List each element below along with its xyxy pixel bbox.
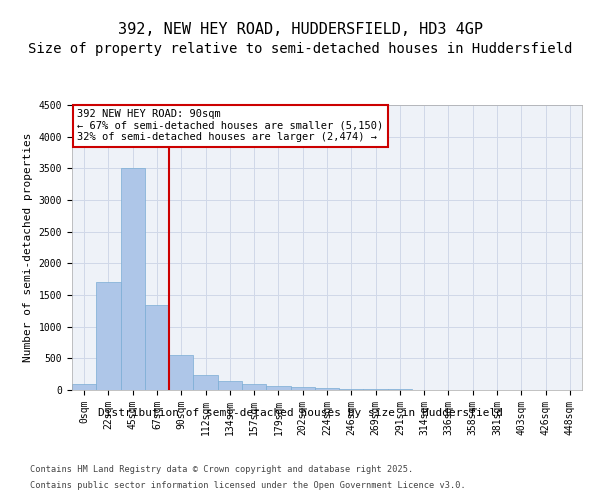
Bar bbox=[145, 304, 169, 390]
Bar bbox=[72, 384, 96, 390]
Bar bbox=[96, 282, 121, 390]
Bar bbox=[315, 388, 339, 390]
Text: Size of property relative to semi-detached houses in Huddersfield: Size of property relative to semi-detach… bbox=[28, 42, 572, 56]
Bar bbox=[266, 386, 290, 390]
Y-axis label: Number of semi-detached properties: Number of semi-detached properties bbox=[23, 132, 33, 362]
Bar bbox=[193, 376, 218, 390]
Text: 392 NEW HEY ROAD: 90sqm
← 67% of semi-detached houses are smaller (5,150)
32% of: 392 NEW HEY ROAD: 90sqm ← 67% of semi-de… bbox=[77, 110, 383, 142]
Bar bbox=[218, 380, 242, 390]
Bar bbox=[242, 384, 266, 390]
Bar bbox=[339, 389, 364, 390]
Text: Distribution of semi-detached houses by size in Huddersfield: Distribution of semi-detached houses by … bbox=[97, 408, 503, 418]
Text: Contains HM Land Registry data © Crown copyright and database right 2025.: Contains HM Land Registry data © Crown c… bbox=[30, 465, 413, 474]
Text: Contains public sector information licensed under the Open Government Licence v3: Contains public sector information licen… bbox=[30, 481, 466, 490]
Bar bbox=[290, 388, 315, 390]
Bar bbox=[121, 168, 145, 390]
Bar bbox=[169, 355, 193, 390]
Text: 392, NEW HEY ROAD, HUDDERSFIELD, HD3 4GP: 392, NEW HEY ROAD, HUDDERSFIELD, HD3 4GP bbox=[118, 22, 482, 38]
